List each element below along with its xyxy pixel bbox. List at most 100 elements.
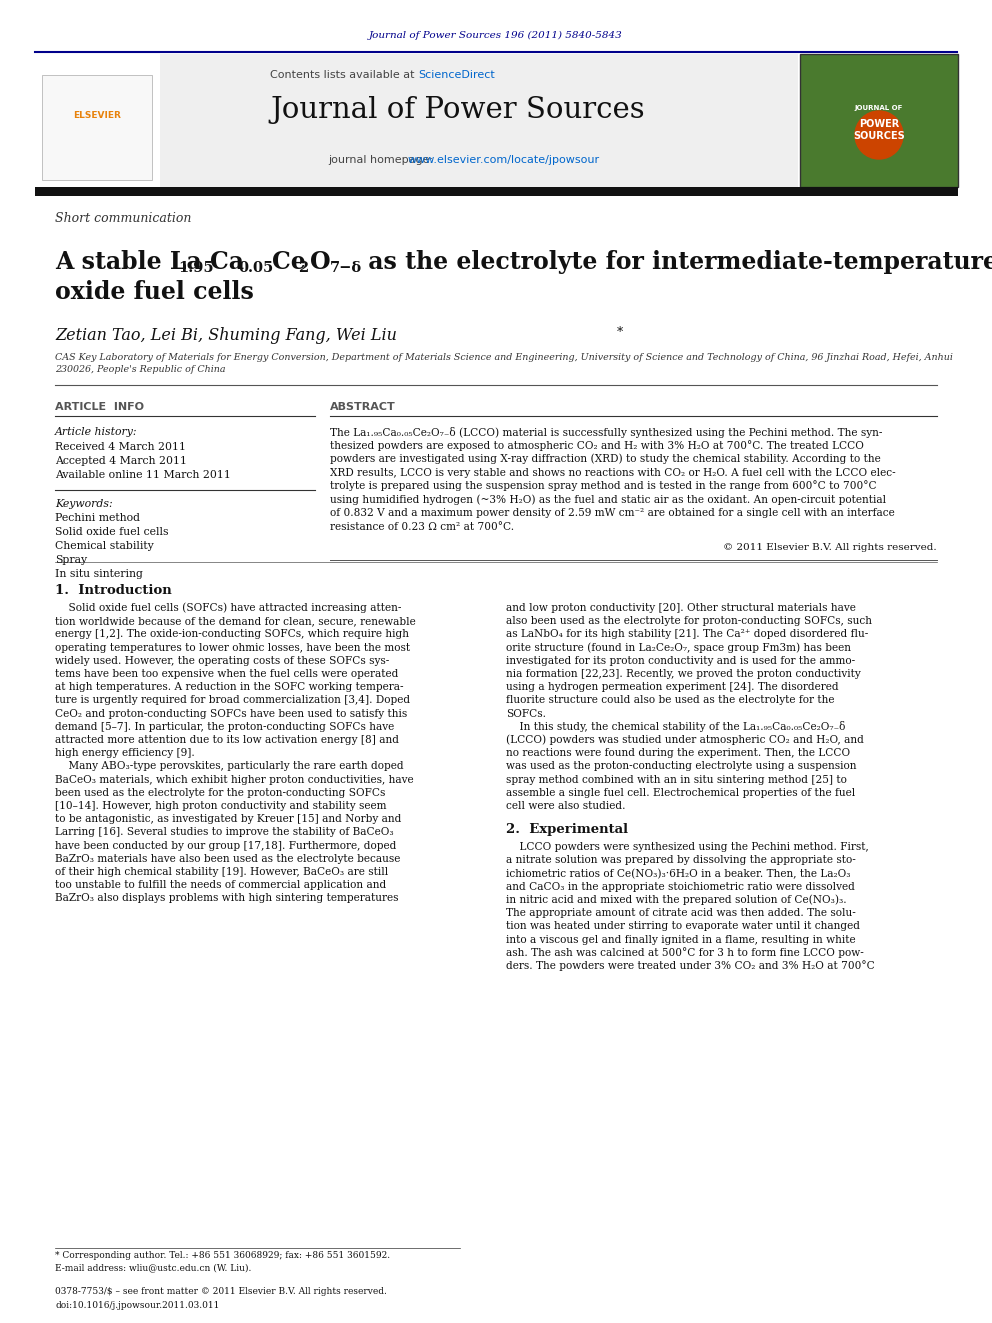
Text: resistance of 0.23 Ω cm² at 700°C.: resistance of 0.23 Ω cm² at 700°C. xyxy=(330,521,514,532)
Text: O: O xyxy=(310,250,330,274)
Text: powders are investigated using X-ray diffraction (XRD) to study the chemical sta: powders are investigated using X-ray dif… xyxy=(330,454,881,464)
Text: of 0.832 V and a maximum power density of 2.59 mW cm⁻² are obtained for a single: of 0.832 V and a maximum power density o… xyxy=(330,508,895,519)
Text: 1.  Introduction: 1. Introduction xyxy=(55,583,172,597)
Text: * Corresponding author. Tel.: +86 551 36068929; fax: +86 551 3601592.: * Corresponding author. Tel.: +86 551 36… xyxy=(55,1250,390,1259)
Text: 2: 2 xyxy=(298,261,309,275)
Text: E-mail address: wliu@ustc.edu.cn (W. Liu).: E-mail address: wliu@ustc.edu.cn (W. Liu… xyxy=(55,1263,251,1273)
Text: doi:10.1016/j.jpowsour.2011.03.011: doi:10.1016/j.jpowsour.2011.03.011 xyxy=(55,1301,219,1310)
Text: (LCCO) powders was studied under atmospheric CO₂ and H₂O, and: (LCCO) powders was studied under atmosph… xyxy=(506,734,864,745)
Text: SOFCs.: SOFCs. xyxy=(506,709,546,718)
Text: Received 4 March 2011: Received 4 March 2011 xyxy=(55,442,186,452)
Text: tion worldwide because of the demand for clean, secure, renewable: tion worldwide because of the demand for… xyxy=(55,617,416,626)
Text: Zetian Tao, Lei Bi, Shuming Fang, Wei Liu: Zetian Tao, Lei Bi, Shuming Fang, Wei Li… xyxy=(55,327,397,344)
Text: XRD results, LCCO is very stable and shows no reactions with CO₂ or H₂O. A fuel : XRD results, LCCO is very stable and sho… xyxy=(330,467,896,478)
Text: investigated for its proton conductivity and is used for the ammo-: investigated for its proton conductivity… xyxy=(506,656,855,665)
Text: 1.95: 1.95 xyxy=(178,261,213,275)
Text: nia formation [22,23]. Recently, we proved the proton conductivity: nia formation [22,23]. Recently, we prov… xyxy=(506,669,861,679)
Text: ders. The powders were treated under 3% CO₂ and 3% H₂O at 700°C: ders. The powders were treated under 3% … xyxy=(506,960,875,971)
Circle shape xyxy=(855,111,903,159)
Text: POWER
SOURCES: POWER SOURCES xyxy=(853,119,905,140)
Text: 230026, People's Republic of China: 230026, People's Republic of China xyxy=(55,365,225,374)
Text: Available online 11 March 2011: Available online 11 March 2011 xyxy=(55,470,231,480)
Text: also been used as the electrolyte for proton-conducting SOFCs, such: also been used as the electrolyte for pr… xyxy=(506,617,872,626)
Text: no reactions were found during the experiment. Then, the LCCO: no reactions were found during the exper… xyxy=(506,749,850,758)
Text: trolyte is prepared using the suspension spray method and is tested in the range: trolyte is prepared using the suspension… xyxy=(330,480,877,491)
Text: In situ sintering: In situ sintering xyxy=(55,569,143,579)
Text: Accepted 4 March 2011: Accepted 4 March 2011 xyxy=(55,456,187,466)
Text: © 2011 Elsevier B.V. All rights reserved.: © 2011 Elsevier B.V. All rights reserved… xyxy=(723,544,937,553)
Text: Many ABO₃-type perovskites, particularly the rare earth doped: Many ABO₃-type perovskites, particularly… xyxy=(55,762,404,771)
Text: ture is urgently required for broad commercialization [3,4]. Doped: ture is urgently required for broad comm… xyxy=(55,696,410,705)
Text: was used as the proton-conducting electrolyte using a suspension: was used as the proton-conducting electr… xyxy=(506,762,856,771)
Text: 0378-7753/$ – see front matter © 2011 Elsevier B.V. All rights reserved.: 0378-7753/$ – see front matter © 2011 El… xyxy=(55,1287,387,1297)
Text: energy [1,2]. The oxide-ion-conducting SOFCs, which require high: energy [1,2]. The oxide-ion-conducting S… xyxy=(55,630,409,639)
Text: assemble a single fuel cell. Electrochemical properties of the fuel: assemble a single fuel cell. Electrochem… xyxy=(506,787,855,798)
Text: as the electrolyte for intermediate-temperature solid: as the electrolyte for intermediate-temp… xyxy=(360,250,992,274)
Text: 7−δ: 7−δ xyxy=(330,261,362,275)
Text: BaZrO₃ materials have also been used as the electrolyte because: BaZrO₃ materials have also been used as … xyxy=(55,853,401,864)
Text: using a hydrogen permeation experiment [24]. The disordered: using a hydrogen permeation experiment [… xyxy=(506,683,838,692)
Text: using humidified hydrogen (~3% H₂O) as the fuel and static air as the oxidant. A: using humidified hydrogen (~3% H₂O) as t… xyxy=(330,495,886,505)
Text: Spray: Spray xyxy=(55,556,87,565)
FancyBboxPatch shape xyxy=(35,187,958,196)
FancyBboxPatch shape xyxy=(35,54,798,187)
Text: operating temperatures to lower ohmic losses, have been the most: operating temperatures to lower ohmic lo… xyxy=(55,643,410,652)
Text: Journal of Power Sources 196 (2011) 5840-5843: Journal of Power Sources 196 (2011) 5840… xyxy=(369,30,623,40)
Text: and low proton conductivity [20]. Other structural materials have: and low proton conductivity [20]. Other … xyxy=(506,603,856,613)
Text: Ce: Ce xyxy=(272,250,306,274)
Text: fluorite structure could also be used as the electrolyte for the: fluorite structure could also be used as… xyxy=(506,696,834,705)
Text: widely used. However, the operating costs of these SOFCs sys-: widely used. However, the operating cost… xyxy=(55,656,389,665)
Text: CeO₂ and proton-conducting SOFCs have been used to satisfy this: CeO₂ and proton-conducting SOFCs have be… xyxy=(55,709,408,718)
Text: Keywords:: Keywords: xyxy=(55,499,113,509)
Text: Journal of Power Sources: Journal of Power Sources xyxy=(271,97,646,124)
Text: too unstable to fulfill the needs of commercial application and: too unstable to fulfill the needs of com… xyxy=(55,880,386,890)
Text: A stable La: A stable La xyxy=(55,250,201,274)
Text: In this study, the chemical stability of the La₁.₉₅Ca₀.₀₅Ce₂O₇₋δ: In this study, the chemical stability of… xyxy=(506,721,845,733)
FancyBboxPatch shape xyxy=(42,75,152,180)
Text: a nitrate solution was prepared by dissolving the appropriate sto-: a nitrate solution was prepared by disso… xyxy=(506,856,856,865)
Text: Chemical stability: Chemical stability xyxy=(55,541,154,550)
Text: CAS Key Laboratory of Materials for Energy Conversion, Department of Materials S: CAS Key Laboratory of Materials for Ener… xyxy=(55,353,953,363)
Text: spray method combined with an in situ sintering method [25] to: spray method combined with an in situ si… xyxy=(506,774,847,785)
Text: The La₁.₉₅Ca₀.₀₅Ce₂O₇₋δ (LCCO) material is successfully synthesized using the Pe: The La₁.₉₅Ca₀.₀₅Ce₂O₇₋δ (LCCO) material … xyxy=(330,426,882,438)
Text: ScienceDirect: ScienceDirect xyxy=(418,70,495,79)
Text: JOURNAL OF: JOURNAL OF xyxy=(855,105,903,111)
Text: Article history:: Article history: xyxy=(55,427,138,437)
Text: to be antagonistic, as investigated by Kreuer [15] and Norby and: to be antagonistic, as investigated by K… xyxy=(55,814,402,824)
Text: *: * xyxy=(617,325,623,339)
Text: BaZrO₃ also displays problems with high sintering temperatures: BaZrO₃ also displays problems with high … xyxy=(55,893,399,904)
Text: ELSEVIER: ELSEVIER xyxy=(73,111,121,120)
Text: LCCO powders were synthesized using the Pechini method. First,: LCCO powders were synthesized using the … xyxy=(506,843,869,852)
Text: thesized powders are exposed to atmospheric CO₂ and H₂ with 3% H₂O at 700°C. The: thesized powders are exposed to atmosphe… xyxy=(330,441,864,451)
FancyBboxPatch shape xyxy=(35,54,160,187)
Text: tems have been too expensive when the fuel cells were operated: tems have been too expensive when the fu… xyxy=(55,669,399,679)
Text: have been conducted by our group [17,18]. Furthermore, doped: have been conducted by our group [17,18]… xyxy=(55,840,397,851)
Text: BaCeO₃ materials, which exhibit higher proton conductivities, have: BaCeO₃ materials, which exhibit higher p… xyxy=(55,774,414,785)
Text: and CaCO₃ in the appropriate stoichiometric ratio were dissolved: and CaCO₃ in the appropriate stoichiomet… xyxy=(506,882,855,892)
Text: Short communication: Short communication xyxy=(55,212,191,225)
Text: at high temperatures. A reduction in the SOFC working tempera-: at high temperatures. A reduction in the… xyxy=(55,683,404,692)
Text: 0.05: 0.05 xyxy=(238,261,273,275)
Text: [10–14]. However, high proton conductivity and stability seem: [10–14]. However, high proton conductivi… xyxy=(55,800,387,811)
FancyBboxPatch shape xyxy=(800,54,958,187)
Text: as LaNbO₄ for its high stability [21]. The Ca²⁺ doped disordered flu-: as LaNbO₄ for its high stability [21]. T… xyxy=(506,630,868,639)
Text: oxide fuel cells: oxide fuel cells xyxy=(55,280,254,304)
Text: high energy efficiency [9].: high energy efficiency [9]. xyxy=(55,749,194,758)
Text: 2.  Experimental: 2. Experimental xyxy=(506,823,628,836)
Text: demand [5–7]. In particular, the proton-conducting SOFCs have: demand [5–7]. In particular, the proton-… xyxy=(55,722,394,732)
Text: been used as the electrolyte for the proton-conducting SOFCs: been used as the electrolyte for the pro… xyxy=(55,787,385,798)
Text: in nitric acid and mixed with the prepared solution of Ce(NO₃)₃.: in nitric acid and mixed with the prepar… xyxy=(506,894,846,905)
Text: ARTICLE  INFO: ARTICLE INFO xyxy=(55,402,144,411)
Text: into a viscous gel and finally ignited in a flame, resulting in white: into a viscous gel and finally ignited i… xyxy=(506,934,856,945)
Text: ABSTRACT: ABSTRACT xyxy=(330,402,396,411)
Text: ash. The ash was calcined at 500°C for 3 h to form fine LCCO pow-: ash. The ash was calcined at 500°C for 3… xyxy=(506,947,864,958)
Text: orite structure (found in La₂Ce₂O₇, space group Fm3m) has been: orite structure (found in La₂Ce₂O₇, spac… xyxy=(506,643,851,652)
Text: Ca: Ca xyxy=(210,250,244,274)
Text: www.elsevier.com/locate/jpowsour: www.elsevier.com/locate/jpowsour xyxy=(408,155,600,165)
Text: Larring [16]. Several studies to improve the stability of BaCeO₃: Larring [16]. Several studies to improve… xyxy=(55,827,394,837)
Text: journal homepage:: journal homepage: xyxy=(328,155,436,165)
Text: Solid oxide fuel cells (SOFCs) have attracted increasing atten-: Solid oxide fuel cells (SOFCs) have attr… xyxy=(55,603,402,614)
Text: Pechini method: Pechini method xyxy=(55,513,140,523)
Text: Solid oxide fuel cells: Solid oxide fuel cells xyxy=(55,527,169,537)
Text: The appropriate amount of citrate acid was then added. The solu-: The appropriate amount of citrate acid w… xyxy=(506,908,856,918)
